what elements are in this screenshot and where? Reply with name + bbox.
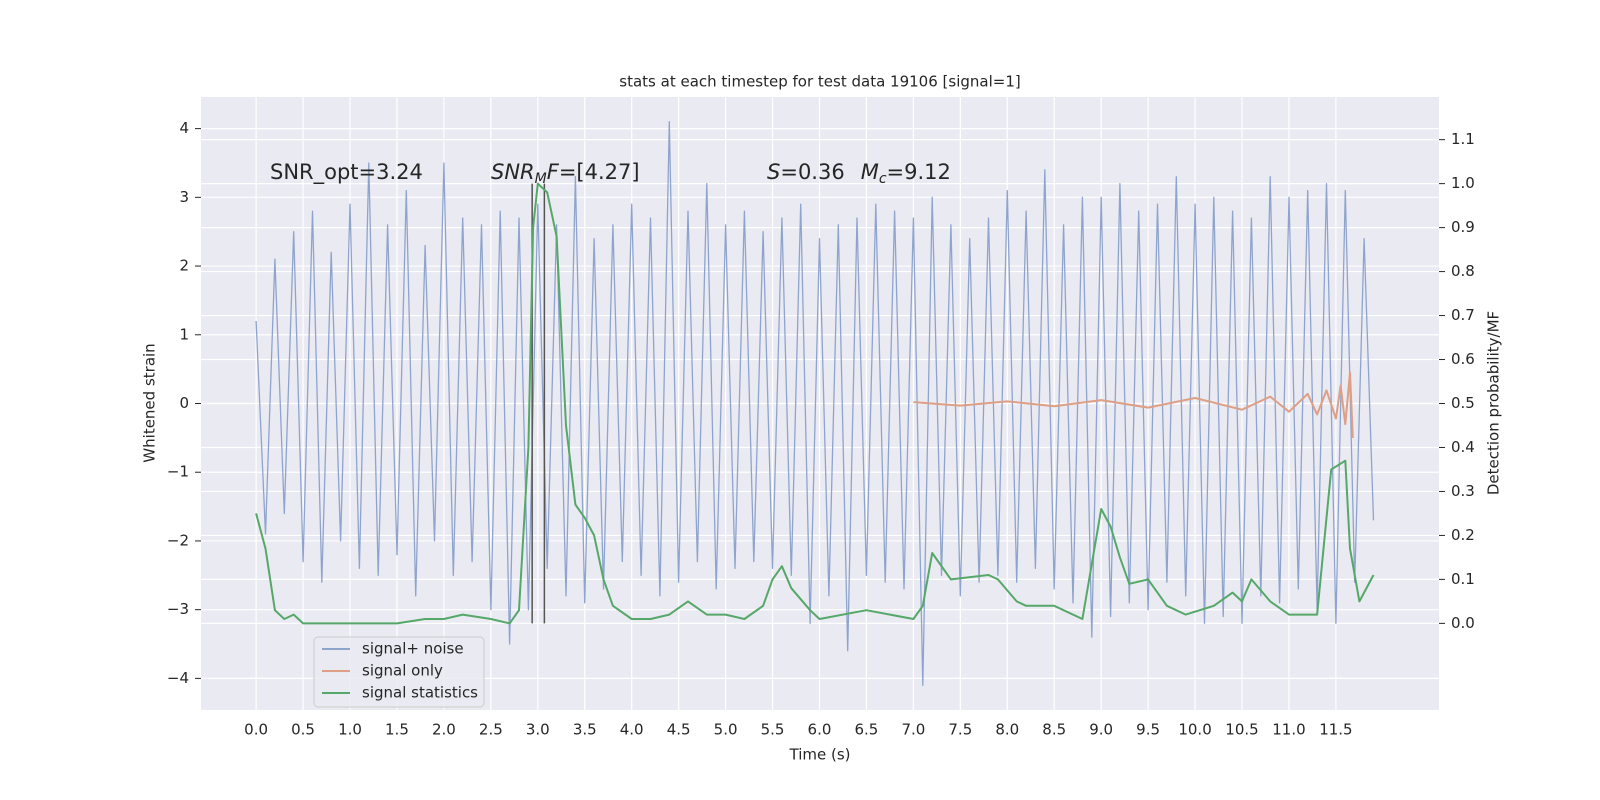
y-axis-label: Whitened strain (141, 343, 159, 462)
y-tick-label: −1 (167, 463, 189, 481)
annotation-part: M (535, 171, 547, 187)
y2-tick-label: 1.1 (1451, 130, 1475, 148)
x-tick-label: 11.5 (1319, 721, 1352, 739)
x-tick-label: 8.5 (1042, 721, 1066, 739)
x-tick-label: 3.5 (573, 721, 597, 739)
y2-tick-label: 1.0 (1451, 174, 1475, 192)
y-tick-label: 0 (179, 394, 189, 412)
x-tick-label: 9.5 (1136, 721, 1160, 739)
annotation: SNRMF=[4.27] (491, 160, 640, 187)
x-tick-label: 4.0 (620, 721, 644, 739)
x-tick-label: 5.5 (761, 721, 785, 739)
x-tick-label: 4.5 (667, 721, 691, 739)
x-tick-label: 10.5 (1225, 721, 1258, 739)
x-axis-label: Time (s) (789, 746, 851, 764)
x-tick-label: 1.0 (338, 721, 362, 739)
x-tick-label: 8.0 (995, 721, 1019, 739)
annotation: S=0.36 Mc=9.12 (767, 160, 951, 187)
annotation-part: =9.12 (887, 160, 951, 184)
x-tick-label: 11.0 (1272, 721, 1305, 739)
y-tick-label: 2 (179, 257, 189, 275)
y2-tick-label: 0.1 (1451, 570, 1475, 588)
chart-title: stats at each timestep for test data 191… (619, 73, 1020, 91)
legend-label: signal+ noise (362, 640, 464, 658)
y-tick-label: 3 (179, 188, 189, 206)
x-tick-label: 0.5 (291, 721, 315, 739)
x-tick-label: 0.0 (244, 721, 268, 739)
x-tick-label: 1.5 (385, 721, 409, 739)
x-tick-label: 2.0 (432, 721, 456, 739)
y2-tick-label: 0.5 (1451, 394, 1475, 412)
x-tick-label: 2.5 (479, 721, 503, 739)
y-tick-label: −4 (167, 669, 189, 687)
x-tick-label: 9.0 (1089, 721, 1113, 739)
y2-tick-label: 0.4 (1451, 438, 1475, 456)
annotation-part: c (879, 171, 887, 187)
y2-tick-label: 0.6 (1451, 350, 1475, 368)
annotation-part: S (767, 160, 780, 184)
y2-tick-label: 0.9 (1451, 218, 1475, 236)
y-tick-label: −2 (167, 531, 189, 549)
y2-axis-label: Detection probability/MF (1485, 311, 1503, 495)
annotation-part: M (861, 160, 879, 184)
y-tick-label: −3 (167, 600, 189, 618)
y2-tick-label: 0.2 (1451, 526, 1475, 544)
annotation: SNR_opt=3.24 (270, 160, 423, 185)
x-tick-label: 6.0 (808, 721, 832, 739)
series-line (913, 371, 1354, 438)
legend-label: signal statistics (362, 684, 478, 702)
x-tick-label: 10.0 (1178, 721, 1211, 739)
x-tick-label: 6.5 (855, 721, 879, 739)
y2-tick-label: 0.8 (1451, 262, 1475, 280)
y2-tick-label: 0.0 (1451, 614, 1475, 632)
x-tick-label: 5.0 (714, 721, 738, 739)
annotation-part: =0.36 (780, 160, 844, 184)
annotation-part: =[4.27] (559, 160, 640, 184)
y2-tick-label: 0.3 (1451, 482, 1475, 500)
annotation-part: F (547, 160, 560, 184)
annotation-part: SNR_opt=3.24 (270, 160, 423, 185)
y-tick-label: 4 (179, 119, 189, 137)
series-line (255, 121, 1375, 686)
x-tick-label: 7.5 (948, 721, 972, 739)
series-line (255, 182, 1375, 625)
x-tick-label: 3.0 (526, 721, 550, 739)
legend-label: signal only (362, 662, 443, 680)
x-tick-label: 7.0 (901, 721, 925, 739)
y2-tick-label: 0.7 (1451, 306, 1475, 324)
y-tick-label: 1 (179, 325, 189, 343)
legend-box (313, 636, 485, 708)
annotation-part: SNR (491, 160, 535, 184)
